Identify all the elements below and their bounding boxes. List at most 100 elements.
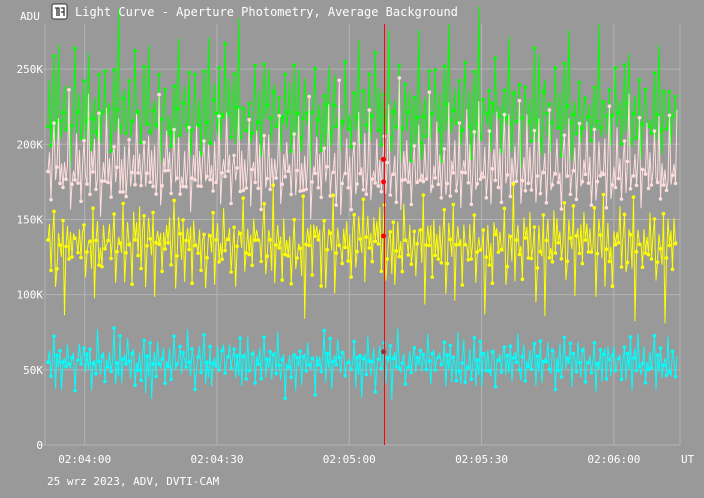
- data-point: [226, 237, 230, 242]
- data-point: [250, 167, 254, 172]
- data-point: [391, 172, 396, 176]
- data-point: [331, 193, 336, 197]
- data-point: [652, 129, 657, 133]
- data-point: [373, 51, 378, 55]
- time-cursor[interactable]: [381, 24, 387, 445]
- data-point: [511, 182, 516, 186]
- data-point: [151, 184, 155, 189]
- data-point: [319, 284, 324, 288]
- data-point: [640, 361, 645, 366]
- data-point: [79, 199, 83, 203]
- y-tick-label: 250K: [17, 63, 44, 76]
- cursor-marker: [381, 179, 387, 185]
- data-point: [61, 110, 65, 115]
- data-point: [439, 261, 444, 265]
- data-point: [601, 100, 606, 104]
- data-point: [193, 178, 197, 182]
- data-point: [49, 374, 53, 378]
- data-point: [619, 197, 624, 201]
- data-point: [205, 255, 209, 260]
- data-point: [598, 125, 603, 130]
- data-point: [385, 355, 390, 360]
- data-point: [235, 166, 239, 170]
- data-point: [262, 202, 267, 206]
- data-point: [409, 262, 414, 267]
- data-point: [547, 108, 552, 112]
- data-point: [175, 176, 179, 180]
- data-point: [223, 371, 227, 375]
- data-point: [88, 347, 92, 352]
- data-point: [574, 369, 579, 374]
- data-point: [574, 234, 579, 238]
- data-point: [295, 111, 300, 116]
- data-point: [289, 282, 294, 286]
- data-point: [523, 85, 528, 89]
- data-point: [262, 335, 267, 340]
- data-point: [529, 256, 534, 261]
- data-point: [586, 361, 591, 365]
- data-point: [82, 79, 86, 83]
- data-point: [415, 180, 420, 184]
- data-point: [229, 135, 233, 139]
- data-point: [535, 354, 540, 359]
- data-point: [178, 133, 182, 138]
- data-point: [553, 172, 558, 176]
- data-point: [130, 282, 134, 287]
- data-point: [283, 252, 288, 257]
- data-point: [304, 242, 309, 247]
- data-point: [346, 259, 351, 263]
- data-point: [604, 247, 609, 251]
- data-point: [241, 188, 245, 193]
- data-point: [472, 70, 477, 74]
- data-point: [664, 188, 669, 193]
- data-point: [649, 131, 654, 135]
- data-point: [133, 182, 137, 187]
- data-point: [316, 186, 321, 190]
- data-point: [181, 101, 185, 105]
- data-point: [229, 366, 233, 370]
- data-point: [571, 168, 576, 173]
- data-point: [223, 248, 227, 253]
- data-point: [607, 104, 612, 108]
- data-point: [553, 251, 558, 255]
- data-point: [472, 213, 477, 217]
- data-point: [217, 65, 221, 70]
- data-point: [322, 94, 327, 98]
- data-point: [274, 243, 279, 247]
- data-point: [535, 174, 540, 178]
- data-point: [169, 144, 173, 148]
- data-point: [421, 352, 426, 357]
- data-point: [379, 189, 384, 194]
- data-point: [46, 238, 50, 242]
- data-point: [70, 355, 74, 360]
- data-point: [499, 370, 504, 374]
- data-point: [265, 176, 270, 181]
- data-point: [376, 357, 381, 362]
- data-point: [328, 231, 333, 235]
- data-point: [376, 242, 381, 246]
- data-point: [73, 388, 77, 393]
- data-point: [487, 369, 492, 373]
- data-point: [637, 115, 642, 120]
- data-point: [115, 361, 119, 365]
- data-point: [625, 260, 630, 265]
- data-point: [559, 375, 564, 379]
- data-point: [637, 78, 642, 82]
- data-point: [361, 188, 366, 192]
- data-point: [310, 180, 315, 184]
- data-point: [283, 396, 288, 401]
- data-point: [613, 66, 618, 70]
- data-point: [625, 351, 630, 356]
- data-point: [157, 92, 161, 97]
- data-point: [238, 189, 242, 194]
- series-1: [46, 76, 678, 220]
- data-point: [643, 87, 648, 92]
- data-point: [280, 182, 285, 186]
- data-point: [181, 350, 185, 355]
- data-point: [331, 103, 336, 107]
- data-point: [289, 375, 294, 380]
- data-point: [313, 393, 318, 397]
- data-point: [598, 348, 603, 352]
- data-point: [433, 253, 438, 258]
